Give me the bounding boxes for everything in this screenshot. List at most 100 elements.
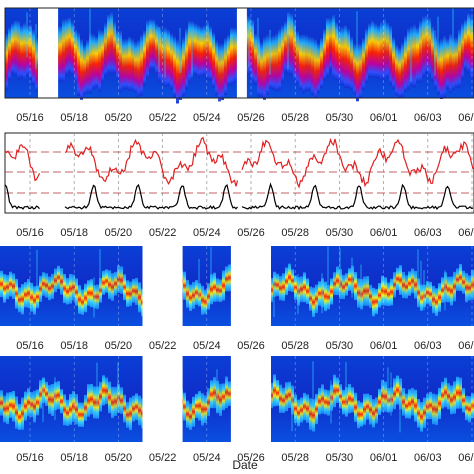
spectrum-column [459,377,462,409]
spectrum-column [18,403,21,430]
spectrum-column [309,286,312,311]
spectrum-column [276,273,279,297]
spectrum-column [9,271,12,297]
spectrum-column [462,388,465,413]
spectrum-column [321,278,324,308]
spectrum-column [288,381,291,409]
spectrum-streak [420,260,422,301]
spectrum-column [0,270,3,298]
spectrum-streak [345,362,347,406]
spectrum-column [422,15,425,78]
spectrum-column [365,27,368,84]
spectrum-column [30,392,33,418]
spectrum-column [429,391,432,420]
spectrum-streak [269,29,271,75]
spectrum-column [3,395,6,423]
spectrum-column [279,384,282,413]
spectrum-column [299,34,302,90]
data-gap [236,7,247,99]
spectrum-column [359,42,362,99]
spectrum-column [221,42,224,101]
spectrum-column [248,15,251,75]
spectrum-column [129,281,132,307]
spectrum-column [201,285,204,315]
spectrum-column [413,23,416,88]
spectrum-column [164,26,167,87]
spectrum-column [143,29,146,86]
spectrum-column [198,391,201,421]
spectrum-column [291,269,294,292]
x-tick-label: 05/24 [193,112,221,124]
spectrum-column [173,35,176,98]
spectrum-column [468,275,471,301]
spectrum-column [398,47,401,98]
spectrum-column [362,37,365,90]
spectrum-column [407,27,410,90]
spectrum-column [368,22,371,78]
spectrum-column [140,34,143,96]
spectrum-column [315,284,318,314]
spectrum-column [108,381,111,414]
spectrum-column [17,19,20,80]
panel-1-frame [4,7,474,99]
spectrum-column [423,284,426,308]
spectrum-column [395,44,398,96]
spectrum-streak [210,247,212,288]
spectrum-column [449,32,452,93]
spectrum-column [369,394,372,425]
spectrum-column [105,377,108,405]
spectrum-streak [437,16,439,62]
spectrum-column [206,19,209,80]
spectrum-column [20,24,23,79]
x-tick-label: 05/18 [60,452,88,464]
spectrum-column [411,387,414,416]
series-black-line [4,182,474,211]
spectrum-column [384,381,387,412]
spectrum-column [399,378,402,410]
spectrum-column [426,393,429,420]
spectrum-column [123,274,126,301]
spectrum-streak [26,12,28,58]
spectrum-column [444,272,447,302]
spectrum-column [344,24,347,89]
spectrum-column [275,32,278,92]
spectrum-column [152,18,155,70]
x-tick-label: 05/18 [60,340,88,352]
spectrum-column [311,36,314,96]
x-tick-label: 05/30 [326,112,354,124]
spectrum-column [179,43,182,100]
spectrum-column [207,388,210,417]
x-tick-label: 06/05 [458,112,474,124]
x-tick-label: 06/05 [458,227,474,239]
spectrum-column [272,34,275,90]
spectrum-column [27,388,30,417]
spectrum-column [116,29,119,80]
spectrum-column [93,386,96,419]
spectrum-column [342,274,345,300]
spectrum-column [183,392,186,421]
spectrum-column [402,388,405,416]
spectrum-column [5,32,8,91]
spectrum-column [90,279,93,308]
spectrum-column [318,281,321,306]
spectrum-column [347,27,350,89]
spectrum-column [104,22,107,77]
spectrum-column [465,395,468,421]
spectrum-column [282,387,285,413]
x-tick-label: 05/26 [237,340,265,352]
spectrum-column [114,271,117,296]
spectrum-column [75,394,78,425]
spectrum-column [357,278,360,308]
spectrum-column [228,381,231,407]
x-tick-label: 05/18 [60,227,88,239]
spectrum-column [438,283,441,312]
spectrum-column [417,278,420,308]
spectrum-column [101,29,104,83]
x-tick-label: 05/28 [281,340,309,352]
spectrum-column [317,42,320,94]
spectrum-column [360,279,363,310]
spectrum-column [198,283,201,307]
spectrum-streak [96,362,98,406]
spectrum-column [305,34,308,92]
spectrum-column [351,265,354,294]
